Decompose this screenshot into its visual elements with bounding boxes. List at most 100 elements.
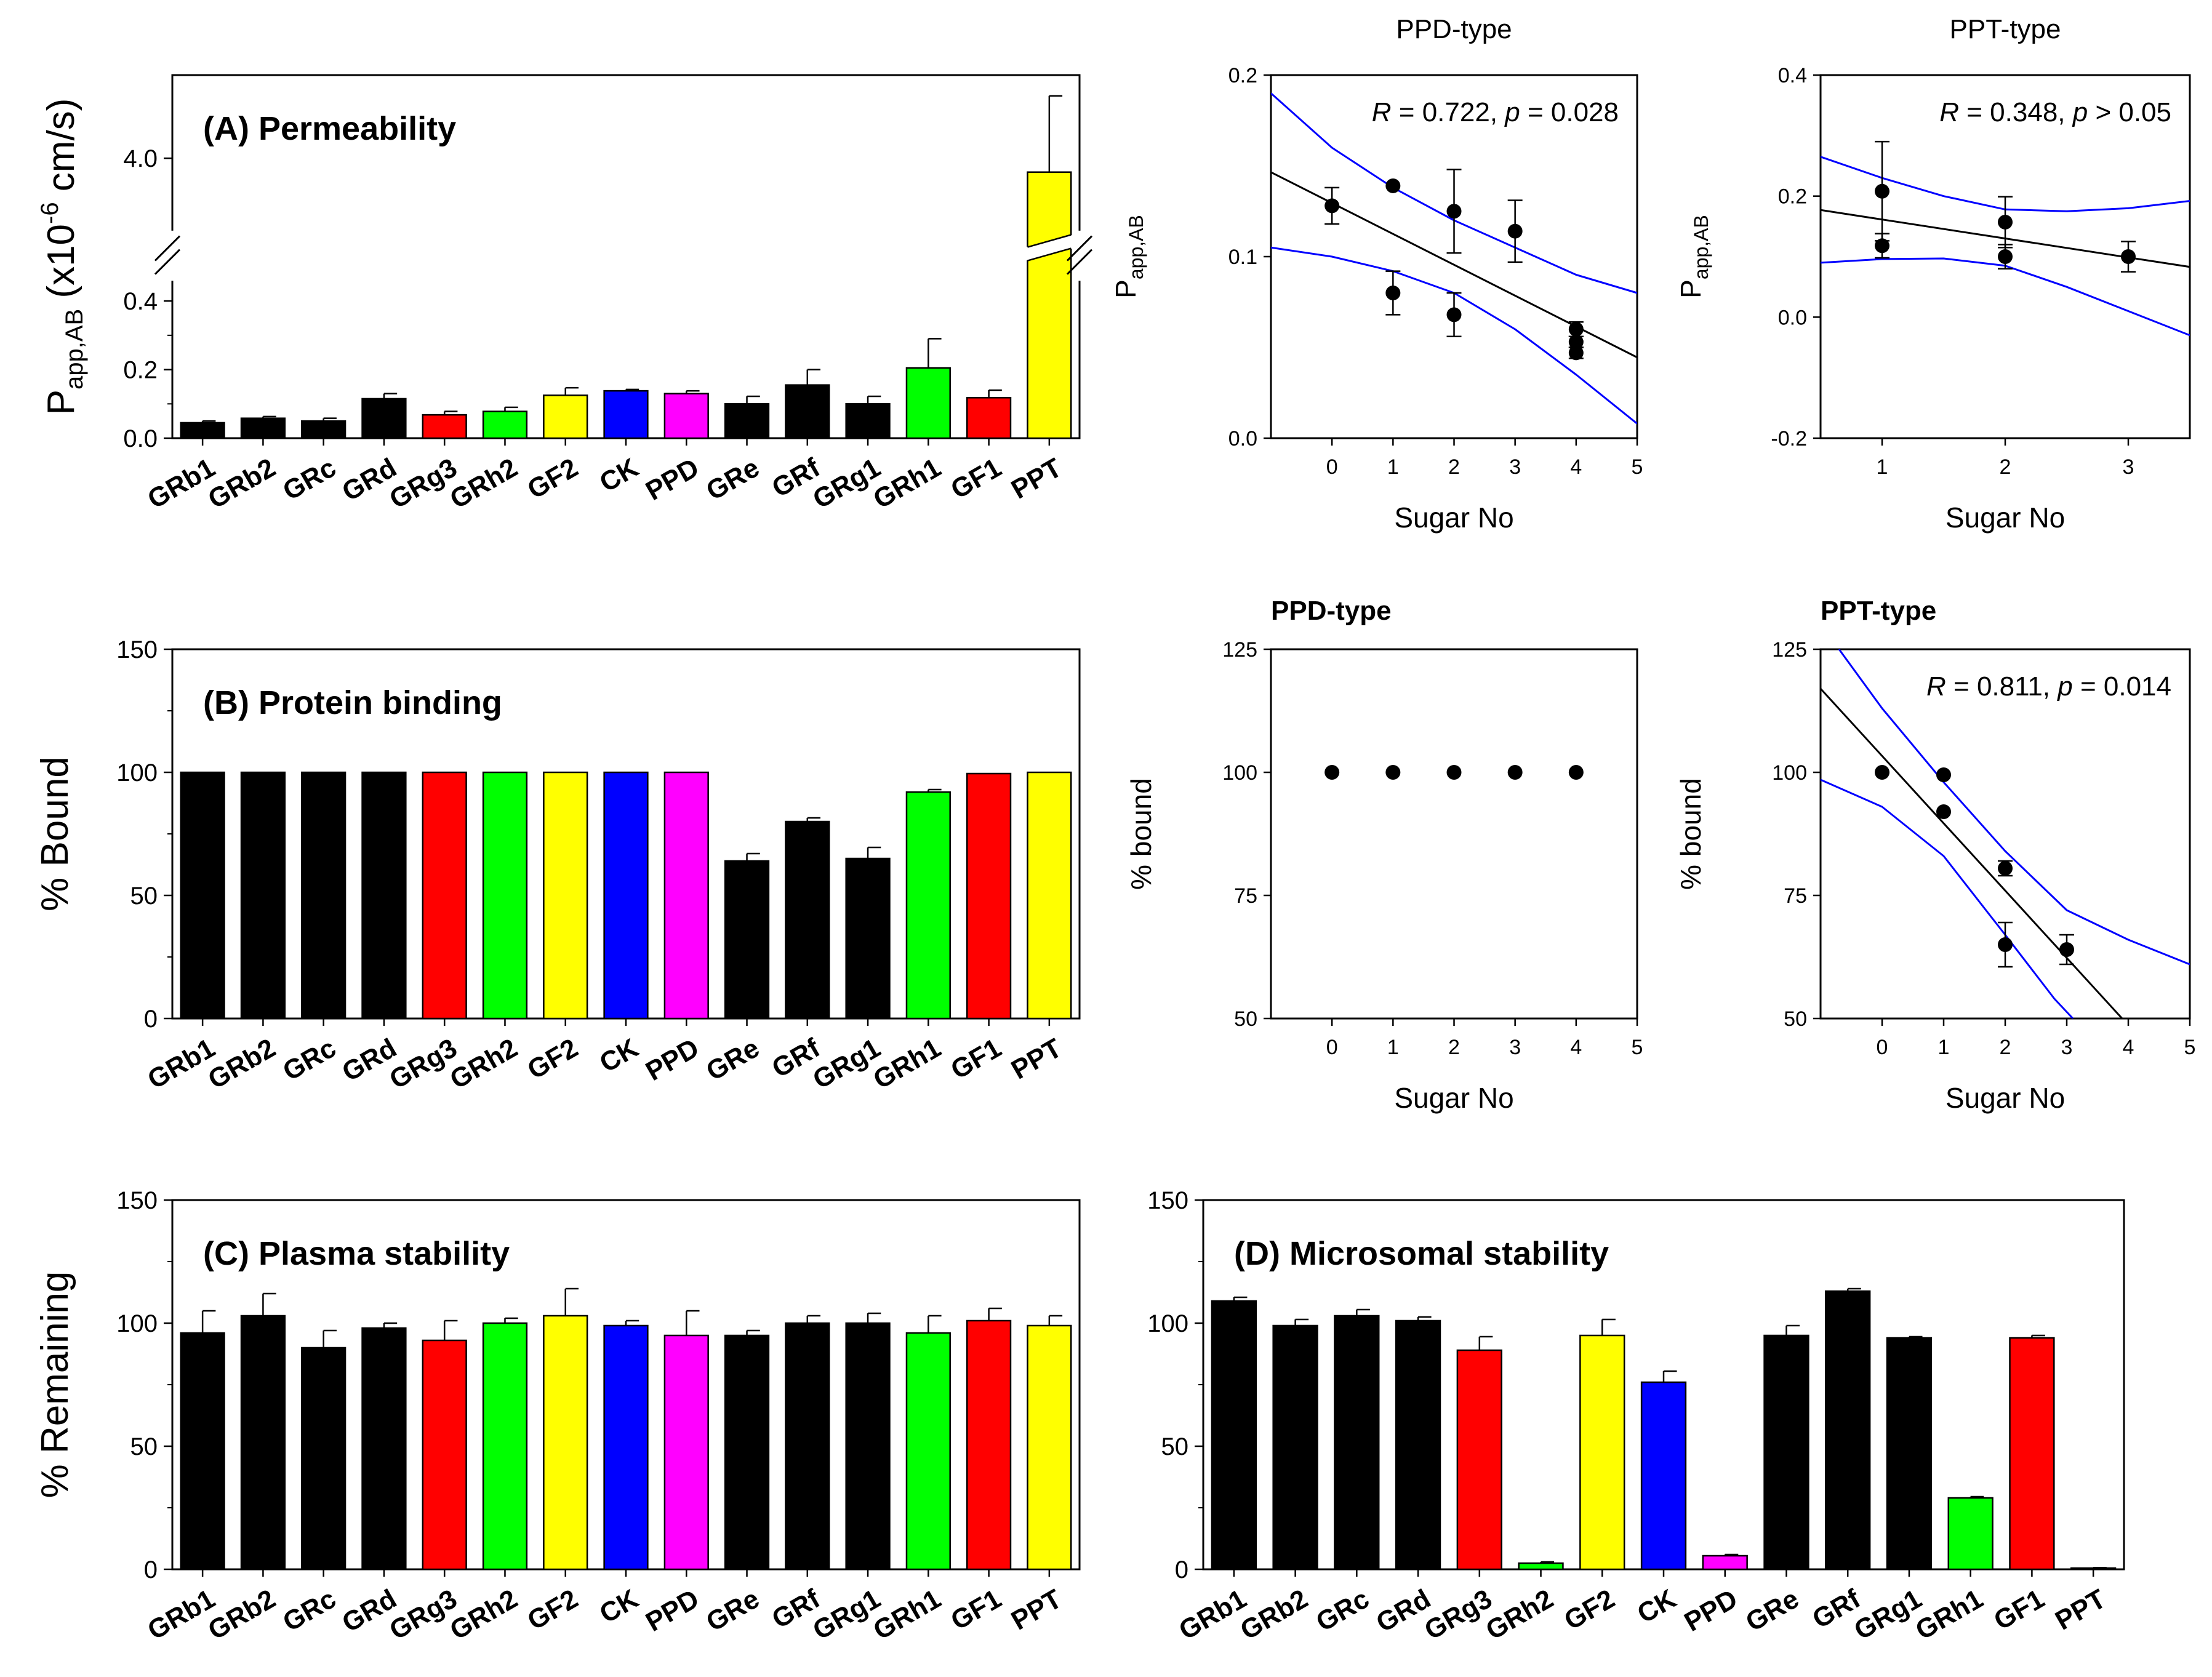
x-tick-label: 2 (2000, 1036, 2011, 1059)
confidence-band-lower (1821, 778, 2074, 1019)
x-tick-label: PPD (641, 452, 704, 506)
x-tick-label: 3 (2123, 455, 2134, 479)
bar-grb1 (180, 771, 225, 1020)
y-tick-label: 75 (1784, 884, 1807, 908)
y-label-main: P (1675, 279, 1707, 298)
x-tick-label: GRg1 (808, 452, 886, 514)
data-point (1507, 765, 1523, 780)
bar-ck (603, 771, 649, 1020)
y-axis-label: % Bound (34, 756, 76, 911)
data-point (2121, 249, 2136, 264)
bar-grb2 (240, 771, 286, 1020)
x-tick-label: GRb1 (143, 452, 220, 514)
bar-ppt (1027, 1324, 1072, 1571)
axis-break-slash (154, 235, 181, 262)
chart-title: (D) Microsomal stability (1234, 1235, 1609, 1272)
y-tick-label: 100 (116, 1310, 158, 1337)
bar-grb1 (180, 422, 225, 439)
y-tick-label: 125 (1222, 638, 1257, 662)
x-tick-label: GF2 (523, 1033, 583, 1085)
y-tick-label: 0.4 (123, 288, 158, 315)
x-tick-label: PPD (641, 1033, 704, 1087)
x-tick-label: CK (595, 1033, 644, 1078)
bar-break-edge (1027, 247, 1072, 262)
x-tick-label: 1 (1387, 1036, 1399, 1059)
data-point (1446, 765, 1462, 780)
y-tick-label: 100 (1147, 1310, 1188, 1337)
bar-gre (724, 860, 770, 1020)
annotation-r: R (1939, 97, 1959, 127)
data-point (1507, 223, 1523, 239)
data-point (1998, 861, 2013, 876)
x-tick-label: GRe (701, 1583, 764, 1638)
x-tick-label: 3 (1509, 1036, 1521, 1059)
x-axis-label: Sugar No (1946, 1082, 2065, 1114)
bar-gf2 (1579, 1334, 1625, 1571)
x-tick-label: PPD (1679, 1583, 1742, 1638)
x-tick-label: GRh1 (868, 1583, 946, 1646)
annotation-p: p (2056, 671, 2072, 702)
data-point (1446, 307, 1462, 322)
x-tick-label: 1 (1938, 1036, 1950, 1059)
chart-title: PPT-type (1821, 596, 1936, 626)
bar-ppt (1027, 771, 1072, 1020)
regression-line (1821, 687, 2123, 1019)
plot-area (1821, 649, 2190, 1019)
x-tick-label: 4 (1570, 455, 1582, 479)
chart-b-ppt: 0 1 2 3 4 5 50 75 100 125 PPT-type Sugar No % bound R… (1675, 596, 2195, 1114)
confidence-band-lower (1821, 257, 2190, 337)
data-point (1324, 765, 1340, 780)
bar-gre (724, 1334, 770, 1571)
y-tick-label: 50 (1234, 1007, 1257, 1031)
x-axis-label: Sugar No (1946, 502, 2065, 534)
annotation-p: p (1504, 97, 1520, 127)
bar-gf2 (543, 394, 588, 439)
x-tick-label: GRg1 (808, 1583, 886, 1646)
x-tick-label: GRg3 (385, 1583, 462, 1646)
bar-grb1 (1211, 1300, 1257, 1571)
x-tick-label: GRb2 (203, 1583, 281, 1646)
y-tick-label: 50 (1784, 1007, 1807, 1031)
y-tick-label: 0.0 (123, 425, 158, 452)
x-tick-label: 2 (2000, 455, 2011, 479)
bar-grb2 (1272, 1324, 1318, 1571)
x-tick-label: GRe (701, 452, 764, 506)
data-point (1385, 765, 1401, 780)
y-tick-label: 100 (1222, 761, 1257, 785)
x-tick-label: GRb1 (143, 1583, 220, 1646)
y-axis-label: % Remaining (34, 1271, 76, 1499)
bar-gre (724, 403, 770, 439)
x-tick-label: GRb2 (203, 452, 281, 514)
x-tick-label: GRc (278, 1033, 341, 1087)
y-tick-label: 150 (116, 636, 158, 663)
bar-grg3 (1456, 1349, 1502, 1571)
bar-grg1 (845, 403, 891, 439)
chart-title: PPD-type (1271, 596, 1392, 626)
y-tick-label: 50 (130, 1433, 158, 1460)
y-tick-label: 0.4 (1778, 64, 1807, 87)
x-tick-label: GF1 (946, 1033, 1007, 1085)
x-tick-label: GRg1 (808, 1033, 886, 1095)
bar-grg1 (1886, 1337, 1933, 1571)
data-point (1446, 204, 1462, 219)
x-tick-label: GRb1 (143, 1033, 220, 1095)
annotation-r: R (1926, 671, 1946, 702)
chart-a-ppt: 1 2 3 -0.2 0.0 0.2 0.4 PPT-type Sugar No Papp,AB R… (1675, 14, 2191, 534)
bar-grf (785, 1322, 830, 1571)
annotation-p-value: > 0.05 (2088, 97, 2171, 127)
x-tick-label: GRc (278, 1583, 341, 1638)
x-tick-label: GRh1 (1910, 1583, 1988, 1646)
bar-ppd (663, 393, 709, 439)
chart-title: (A) Permeability (203, 110, 456, 147)
regression-annotation: R = 0.722, p = 0.028 (1372, 97, 1619, 127)
bar-gf1 (2009, 1337, 2055, 1571)
bar-grg3 (422, 771, 467, 1020)
bar-grc (301, 1347, 347, 1571)
y-tick-label: 125 (1772, 638, 1807, 662)
data-point (1936, 804, 1951, 819)
bar-ppt (1027, 171, 1072, 439)
y-tick-label: 0 (1175, 1556, 1188, 1583)
